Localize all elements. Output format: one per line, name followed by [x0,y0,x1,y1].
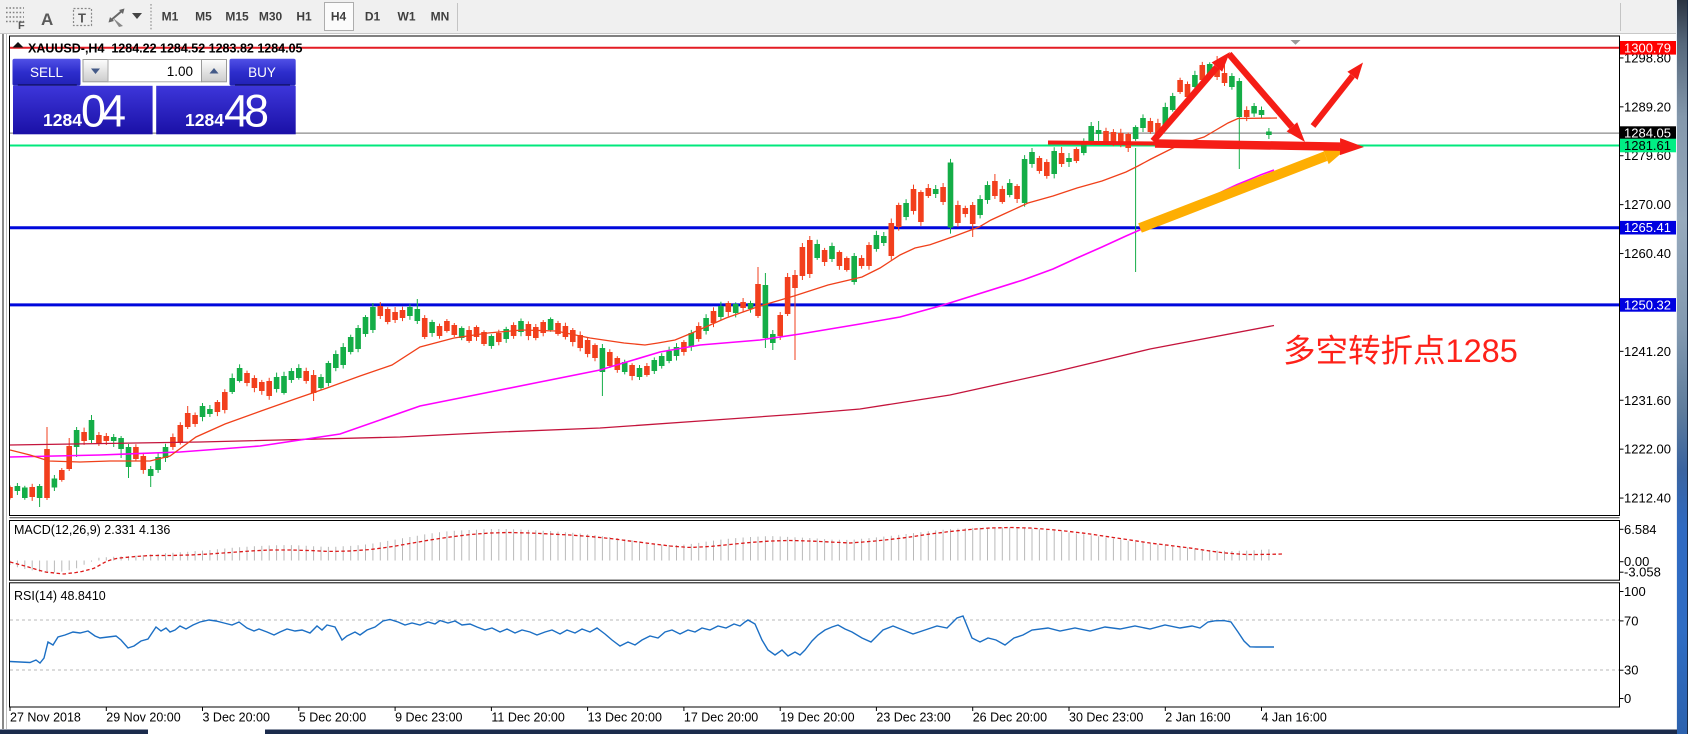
svg-text:27 Nov 2018: 27 Nov 2018 [10,711,81,725]
svg-text:1284: 1284 [43,110,82,130]
svg-text:SELL: SELL [30,65,64,80]
svg-text:3 Dec 20:00: 3 Dec 20:00 [203,711,270,725]
svg-text:BUY: BUY [248,65,276,80]
svg-text:-3.058: -3.058 [1624,565,1661,580]
svg-text:23 Dec 23:00: 23 Dec 23:00 [876,711,950,725]
svg-text:M1: M1 [162,10,179,24]
svg-text:1231.60: 1231.60 [1624,393,1671,408]
svg-text:M30: M30 [259,10,283,24]
svg-text:1284: 1284 [185,110,224,130]
svg-text:0.00: 0.00 [1624,554,1649,569]
svg-text:19 Dec 20:00: 19 Dec 20:00 [780,711,854,725]
svg-text:1289.20: 1289.20 [1624,99,1671,114]
svg-text:6.584: 6.584 [1624,522,1657,537]
svg-text:26 Dec 20:00: 26 Dec 20:00 [973,711,1047,725]
svg-text:F: F [18,20,25,32]
svg-text:9 Dec 23:00: 9 Dec 23:00 [395,711,462,725]
svg-text:1260.40: 1260.40 [1624,246,1671,261]
svg-text:2 Jan 16:00: 2 Jan 16:00 [1165,711,1230,725]
svg-text:RSI(14) 48.8410: RSI(14) 48.8410 [14,589,106,603]
svg-text:M5: M5 [195,10,212,24]
svg-text:1222.00: 1222.00 [1624,442,1671,457]
svg-text:1285: 1285 [1446,333,1518,369]
svg-text:H4: H4 [331,10,347,24]
svg-text:XAUUSD-,H4 1284.22 1284.52 12: XAUUSD-,H4 1284.22 1284.52 1283.82 1284.… [28,42,303,56]
svg-text:D1: D1 [365,10,381,24]
svg-text:11 Dec 20:00: 11 Dec 20:00 [491,711,564,725]
svg-text:5 Dec 20:00: 5 Dec 20:00 [299,711,366,725]
svg-text:1250.32: 1250.32 [1624,297,1671,312]
svg-text:1.00: 1.00 [167,64,193,79]
svg-text:1212.40: 1212.40 [1624,491,1671,506]
svg-text:13 Dec 20:00: 13 Dec 20:00 [588,711,662,725]
svg-text:29 Nov 20:00: 29 Nov 20:00 [106,711,180,725]
svg-text:W1: W1 [398,10,416,24]
svg-text:1281.61: 1281.61 [1624,138,1671,153]
svg-text:04: 04 [81,86,126,137]
svg-text:1241.20: 1241.20 [1624,344,1671,359]
svg-text:1300.79: 1300.79 [1624,40,1671,55]
svg-text:MACD(12,26,9) 2.331 4.136: MACD(12,26,9) 2.331 4.136 [14,523,170,537]
svg-text:1284.05: 1284.05 [1624,126,1671,141]
svg-text:70: 70 [1624,613,1638,628]
svg-text:1265.41: 1265.41 [1624,220,1671,235]
svg-text:H1: H1 [296,10,312,24]
svg-text:4 Jan 16:00: 4 Jan 16:00 [1262,711,1327,725]
svg-text:0: 0 [1624,691,1631,706]
svg-text:MN: MN [431,10,450,24]
svg-text:1270.00: 1270.00 [1624,197,1671,212]
svg-text:17 Dec 20:00: 17 Dec 20:00 [684,711,758,725]
svg-text:M15: M15 [225,10,249,24]
svg-text:100: 100 [1624,584,1646,599]
svg-text:30: 30 [1624,663,1638,678]
svg-text:48: 48 [224,86,269,137]
svg-text:T: T [78,11,86,26]
svg-text:A: A [41,10,53,29]
svg-text:30 Dec 23:00: 30 Dec 23:00 [1069,711,1143,725]
